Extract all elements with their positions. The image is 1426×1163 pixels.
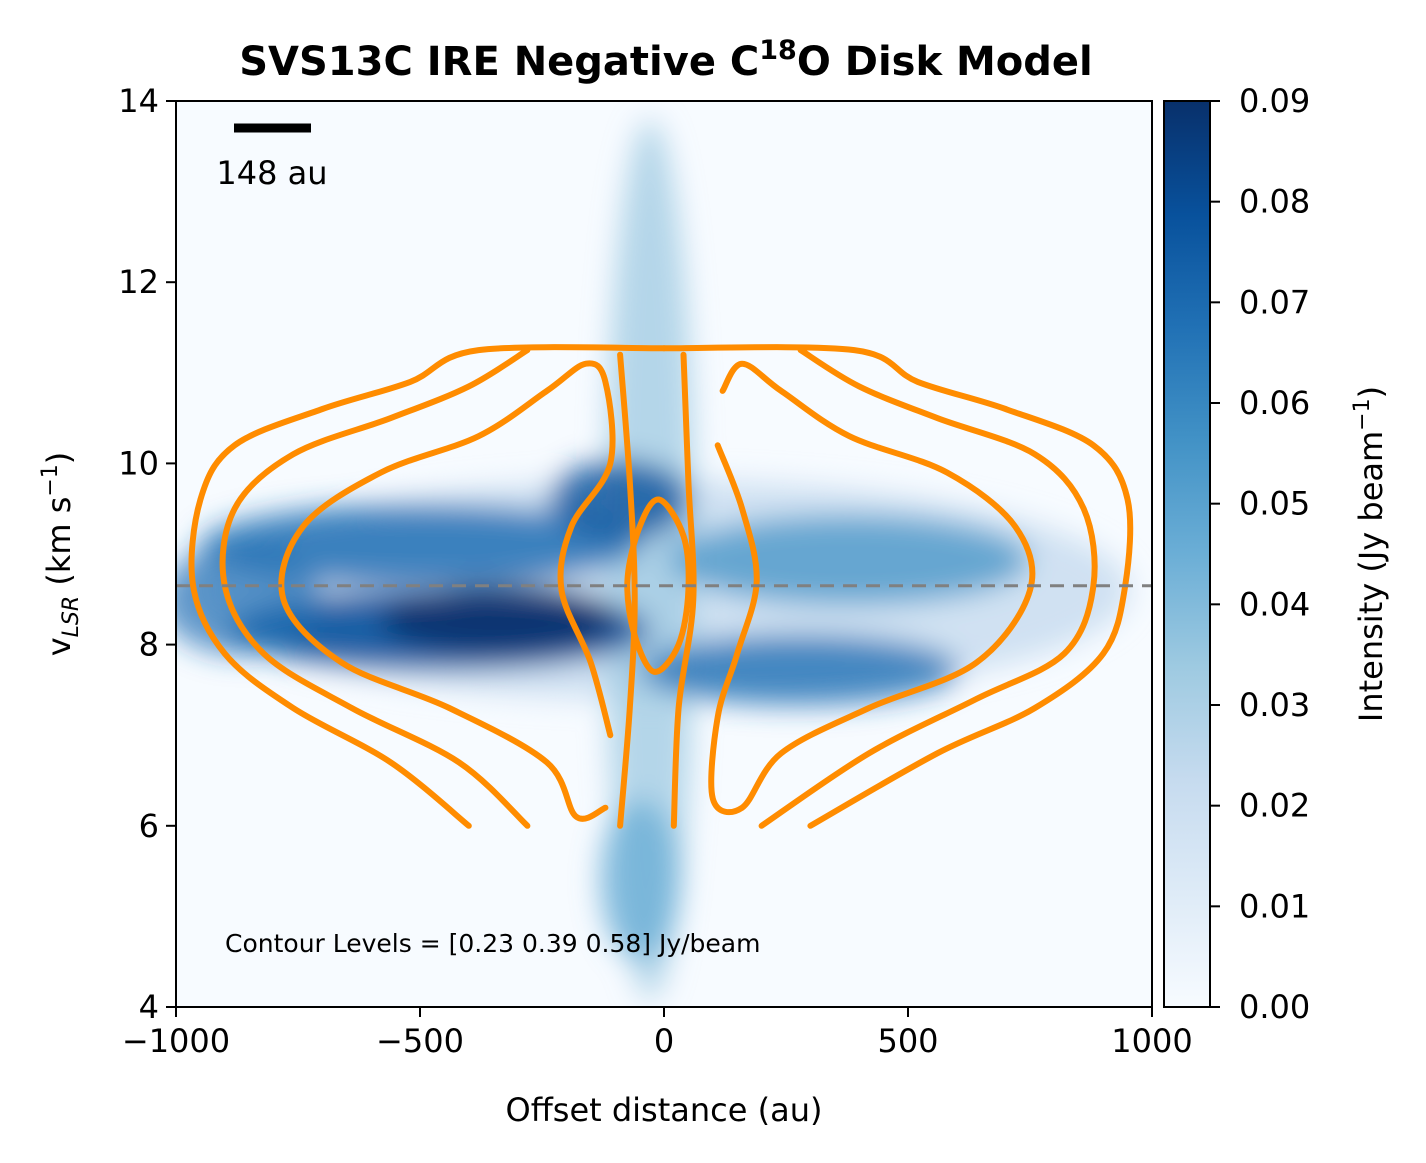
y-tick-label: 8	[139, 626, 159, 664]
emission-right-lower	[640, 635, 960, 705]
x-tick-label: −1000	[122, 1022, 230, 1060]
colorbar-tick-label: 0.07	[1239, 283, 1310, 321]
contour-middle-right	[758, 347, 1098, 829]
colorbar-tick-label: 0.02	[1239, 787, 1310, 825]
colorbar-tick-label: 0.06	[1239, 384, 1310, 422]
contour-levels-annotation: Contour Levels = [0.23 0.39 0.58] Jy/bea…	[225, 929, 760, 958]
contour-outer-right	[661, 344, 1134, 829]
emission-left-upper	[200, 505, 640, 585]
colorbar-label: Intensity (Jy beam−1)	[1350, 386, 1390, 722]
scale-bar-label: 148 au	[216, 154, 327, 192]
y-tick-label: 10	[118, 444, 159, 482]
colorbar-ticks: 0.00 0.01 0.02 0.03 0.04 0.05 0.06 0.07 0.08 0.09	[1210, 82, 1310, 1026]
scale-bar: 148 au	[216, 123, 328, 192]
plot-area	[176, 101, 1152, 1007]
contour-outer-left	[188, 344, 667, 829]
colorbar-tick-label: 0.00	[1239, 988, 1310, 1026]
x-axis: −1000 −500 0 500 1000	[122, 1007, 1193, 1060]
colorbar-tick-label: 0.04	[1239, 585, 1310, 623]
contour-center-right	[670, 351, 697, 829]
colorbar-tick-label: 0.09	[1239, 82, 1310, 120]
colorbar-tick-label: 0.05	[1239, 485, 1310, 523]
contour-inner-right	[708, 360, 1036, 816]
emission-map	[176, 120, 1130, 1000]
x-axis-label: Offset distance (au)	[506, 1091, 823, 1129]
x-tick-label: 0	[654, 1022, 674, 1060]
contour-middle-left	[219, 347, 531, 829]
contour-layer	[188, 344, 1134, 829]
contour-center-left	[617, 351, 638, 829]
colorbar-tick-label: 0.08	[1239, 183, 1310, 221]
y-tick-label: 14	[118, 82, 159, 120]
y-axis: 4 6 8 10 12 14	[118, 82, 176, 1026]
x-tick-label: 500	[877, 1022, 938, 1060]
contour-center-ring	[624, 496, 692, 675]
emission-left-wing	[176, 545, 320, 655]
y-tick-label: 4	[139, 988, 159, 1026]
colorbar-tick-label: 0.03	[1239, 686, 1310, 724]
colorbar-gradient	[1163, 100, 1211, 1008]
emission-low-streak	[600, 800, 680, 960]
emission-center-upper	[550, 460, 690, 540]
x-tick-label: −500	[376, 1022, 464, 1060]
y-axis-label: vLSR (km s−1)	[38, 452, 84, 657]
contour-inner-left	[278, 360, 616, 822]
chart-title: SVS13C IRE Negative C18O Disk Model	[239, 35, 1093, 85]
colorbar-tick-label: 0.01	[1239, 887, 1310, 925]
emission-left-core	[380, 585, 620, 655]
emission-right-upper	[670, 515, 1030, 605]
colorbar: 0.00 0.01 0.02 0.03 0.04 0.05 0.06 0.07 0.08 0.09…	[1163, 82, 1390, 1026]
y-tick-label: 6	[139, 807, 159, 845]
x-tick-label: 1000	[1111, 1022, 1192, 1060]
y-tick-label: 12	[118, 263, 159, 301]
